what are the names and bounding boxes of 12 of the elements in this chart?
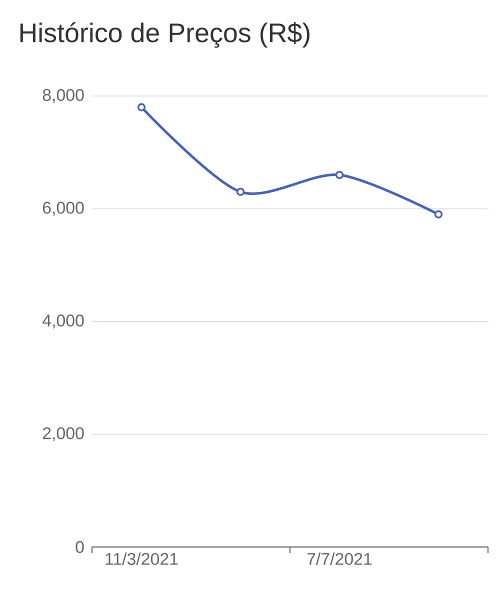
point [236, 188, 245, 196]
point [335, 170, 344, 180]
y-tick-label: 8,000 [42, 89, 84, 103]
y-tick-label: 0 [76, 540, 84, 553]
chart-title: Histórico de Preços (R$) [20, 22, 310, 48]
y-tick-label: 4,000 [42, 314, 84, 328]
point [137, 103, 146, 112]
y-tick-label: 2,000 [42, 427, 84, 442]
x-tick-label: 11/3/2021 [106, 552, 178, 565]
point [434, 210, 443, 218]
y-tick-label: 6,000 [42, 202, 84, 216]
x-tick-label: 7/7/2021 [307, 552, 372, 565]
